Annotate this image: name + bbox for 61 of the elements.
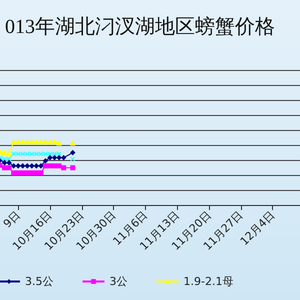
point (34, 163, 39, 168)
point (24, 163, 30, 168)
point (6, 151, 12, 156)
point (70, 140, 76, 146)
point (48, 155, 52, 160)
point (56, 163, 62, 168)
point (38, 139, 44, 144)
point (48, 139, 52, 144)
point (2, 165, 8, 170)
point (42, 151, 48, 156)
point (52, 163, 58, 168)
point (11, 170, 16, 176)
point (6, 156, 12, 162)
point (24, 170, 30, 176)
point (16, 151, 21, 156)
point (29, 170, 34, 176)
point (11, 139, 16, 144)
legend-label: 3.5公 (25, 275, 54, 288)
point (42, 139, 48, 144)
chart-title: 013年湖北汈汊湖地区螃蟹价格 (5, 16, 275, 38)
point (52, 151, 58, 156)
point (38, 170, 44, 176)
point (38, 151, 44, 156)
point (42, 158, 48, 164)
point (48, 163, 52, 168)
point (34, 139, 39, 144)
point (20, 151, 26, 156)
point (34, 151, 39, 156)
point (48, 151, 52, 156)
point (2, 150, 8, 156)
point (20, 170, 26, 176)
point (70, 165, 76, 170)
point (16, 170, 21, 176)
point (61, 155, 66, 160)
point (20, 139, 26, 144)
point (29, 163, 34, 168)
point (38, 163, 44, 168)
point (56, 140, 62, 146)
point (42, 163, 48, 168)
x-tick-label: 9日 (0, 208, 23, 230)
point (52, 139, 58, 144)
point (34, 170, 39, 176)
point (11, 151, 16, 156)
point (29, 139, 34, 144)
legend-label: 1.9-2.1母 (183, 275, 234, 288)
point (56, 155, 62, 160)
point (16, 139, 21, 144)
legend-label: 3公 (109, 275, 128, 288)
point (52, 155, 58, 160)
point (29, 151, 34, 156)
point (2, 160, 8, 166)
point (6, 165, 12, 170)
point (11, 163, 16, 168)
point (6, 160, 12, 166)
point (70, 150, 76, 156)
point (16, 163, 21, 168)
point (24, 139, 30, 144)
point (20, 163, 26, 168)
point (56, 151, 62, 156)
point (61, 165, 66, 170)
point (24, 151, 30, 156)
